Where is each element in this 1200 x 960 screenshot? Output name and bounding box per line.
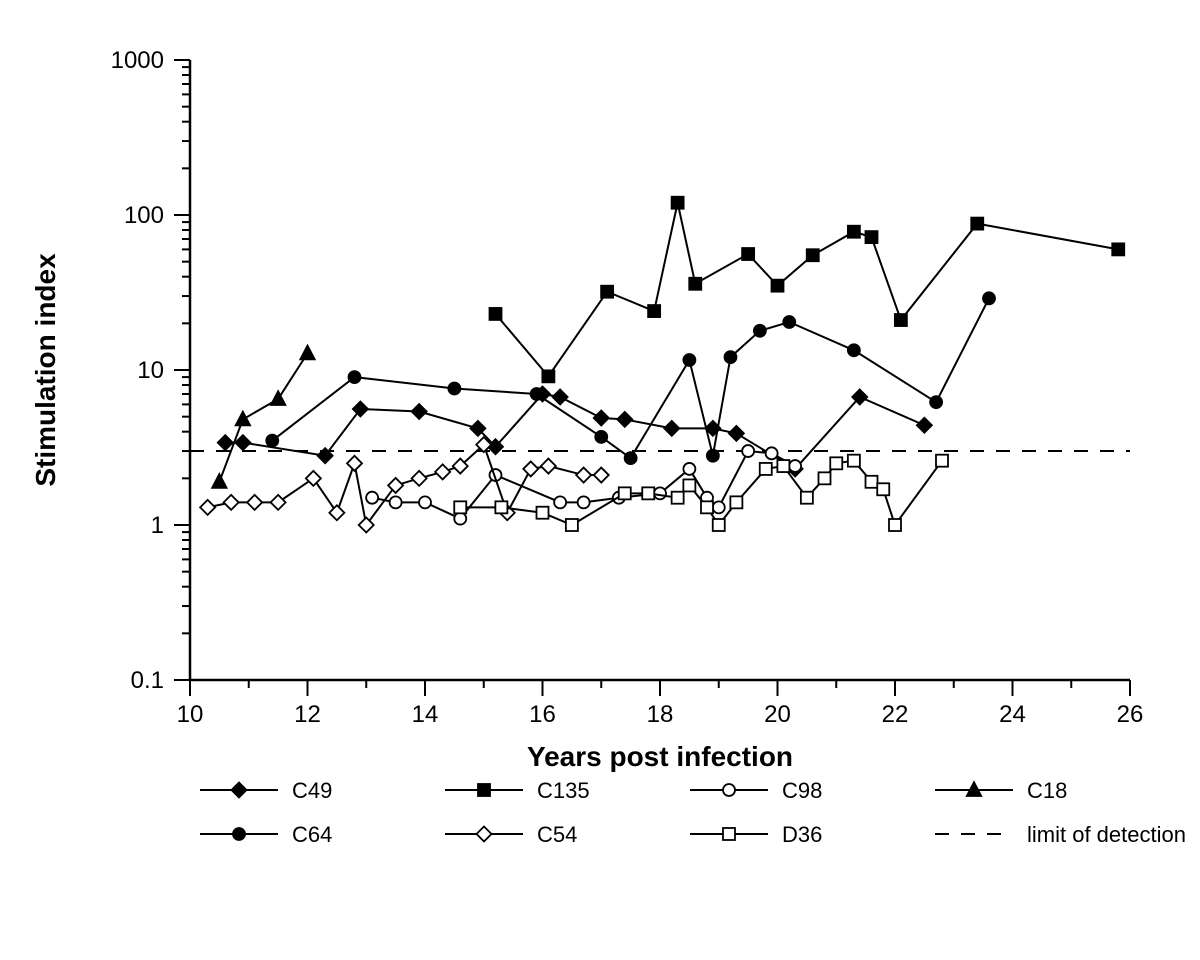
legend: C49 C135 C98 C18 C64 C54 D36 limit of detection	[200, 778, 1186, 847]
chart-svg: 10 12 14 16 18 20 22 24 26 Years post infection 0.…	[0, 0, 1200, 960]
legend-item-limit: limit of detection	[1027, 822, 1186, 847]
series-C135	[490, 197, 1125, 383]
legend-item-D36: D36	[782, 822, 822, 847]
x-tick-label: 18	[647, 701, 674, 728]
y-tick-label: 1000	[111, 47, 164, 74]
x-tick-label: 20	[764, 701, 791, 728]
x-tick-label: 24	[999, 701, 1026, 728]
legend-item-C18: C18	[1027, 778, 1067, 803]
x-tick-label: 22	[882, 701, 909, 728]
x-tick-label: 14	[412, 701, 439, 728]
series-C18	[212, 346, 315, 488]
x-tick-label: 16	[529, 701, 556, 728]
y-axis-title: Stimulation index	[30, 253, 61, 487]
x-axis-title: Years post infection	[527, 741, 793, 772]
legend-item-C64: C64	[292, 822, 332, 847]
y-tick-label: 0.1	[131, 667, 164, 694]
x-tick-label: 12	[294, 701, 321, 728]
x-tick-label: 10	[177, 701, 204, 728]
legend-item-C54: C54	[537, 822, 577, 847]
series-C64	[266, 292, 995, 464]
legend-item-C98: C98	[782, 778, 822, 803]
y-tick-label: 10	[137, 357, 164, 384]
legend-item-C49: C49	[292, 778, 332, 803]
series-C98	[366, 445, 801, 525]
x-tick-label: 26	[1117, 701, 1144, 728]
chart-container: 10 12 14 16 18 20 22 24 26 Years post infection 0.…	[0, 0, 1200, 960]
y-tick-label: 100	[124, 202, 164, 229]
legend-item-C135: C135	[537, 778, 590, 803]
y-tick-label: 1	[151, 512, 164, 539]
